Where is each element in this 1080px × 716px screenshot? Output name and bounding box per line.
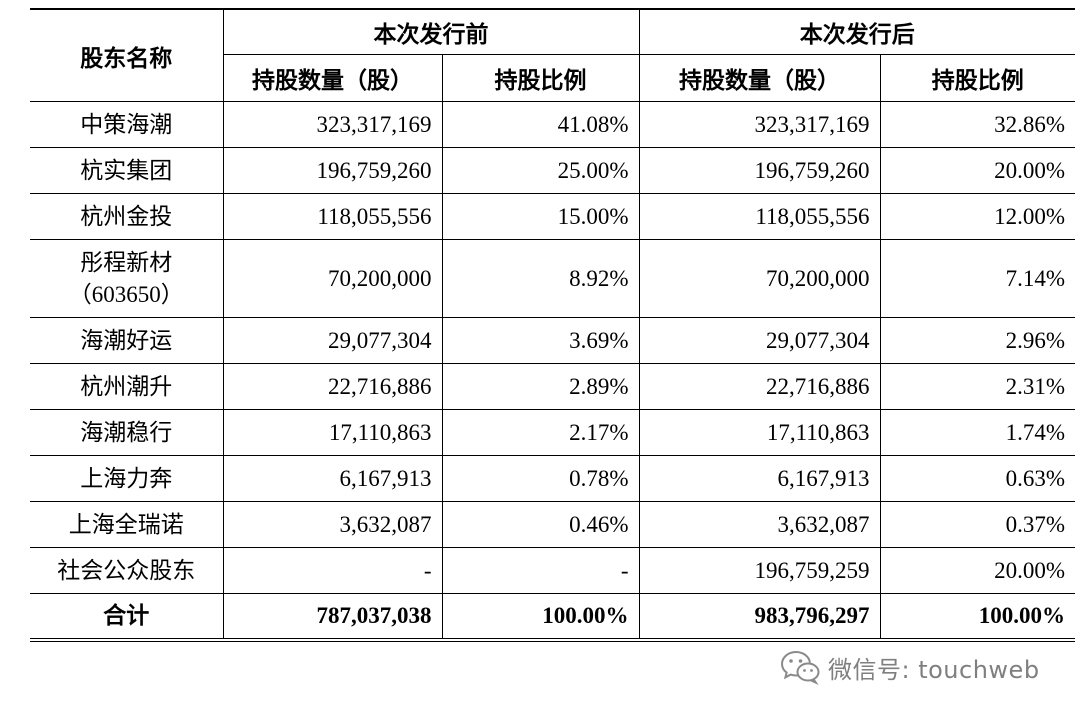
table-row: 杭实集团 196,759,260 25.00% 196,759,260 20.0… <box>30 147 1075 194</box>
table-row: 上海力奔 6,167,913 0.78% 6,167,913 0.63% <box>30 455 1075 502</box>
shares-after: 118,055,556 <box>638 193 881 240</box>
shareholder-name: 海潮稳行 <box>30 409 224 456</box>
table-row: 杭州潮升 22,716,886 2.89% 22,716,886 2.31% <box>30 363 1075 410</box>
table-row: 彤程新材 （603650） 70,200,000 8.92% 70,200,00… <box>30 239 1075 318</box>
ratio-after: 20.00% <box>879 547 1075 594</box>
header-row-groups: 股东名称 本次发行前 本次发行后 <box>30 8 1075 102</box>
header-shareholder-name: 股东名称 <box>30 8 224 102</box>
ratio-before: 2.89% <box>441 363 640 410</box>
shareholding-table: 股东名称 本次发行前 本次发行后 持股数量（股） 持股比例 持股数量（股） 持股… <box>30 8 1075 642</box>
ratio-after: 20.00% <box>879 147 1075 194</box>
subheader-ratio-after: 持股比例 <box>879 54 1075 102</box>
ratio-before: 0.46% <box>441 501 640 548</box>
shares-after: 3,632,087 <box>638 501 881 548</box>
shares-before: 70,200,000 <box>222 239 443 318</box>
shareholder-name: 社会公众股东 <box>30 547 224 594</box>
shares-after: 17,110,863 <box>638 409 881 456</box>
ratio-after: 32.86% <box>879 101 1075 148</box>
shareholder-name: 上海力奔 <box>30 455 224 502</box>
shareholder-name: 海潮好运 <box>30 317 224 364</box>
ratio-before: 15.00% <box>441 193 640 240</box>
shareholder-name: 中策海潮 <box>30 101 224 148</box>
ratio-after: 7.14% <box>879 239 1075 318</box>
wechat-icon <box>780 649 820 686</box>
total-label: 合计 <box>30 593 224 642</box>
total-shares-before: 787,037,038 <box>222 593 443 642</box>
ratio-before: - <box>441 547 640 594</box>
shareholder-name: 杭州金投 <box>30 193 224 240</box>
total-row: 合计 787,037,038 100.00% 983,796,297 100.0… <box>30 593 1075 642</box>
subheader-shares-before: 持股数量（股） <box>222 54 443 102</box>
shares-before: 22,716,886 <box>222 363 443 410</box>
shares-after: 6,167,913 <box>638 455 881 502</box>
header-row-columns: 持股数量（股） 持股比例 持股数量（股） 持股比例 <box>30 54 1075 102</box>
shares-before: 6,167,913 <box>222 455 443 502</box>
shares-before: 17,110,863 <box>222 409 443 456</box>
table-row: 海潮稳行 17,110,863 2.17% 17,110,863 1.74% <box>30 409 1075 456</box>
table-row: 中策海潮 323,317,169 41.08% 323,317,169 32.8… <box>30 101 1075 148</box>
ratio-before: 25.00% <box>441 147 640 194</box>
shares-after: 323,317,169 <box>638 101 881 148</box>
shares-after: 70,200,000 <box>638 239 881 318</box>
shares-after: 196,759,259 <box>638 547 881 594</box>
shares-before: 118,055,556 <box>222 193 443 240</box>
ratio-after: 1.74% <box>879 409 1075 456</box>
ratio-after: 0.37% <box>879 501 1075 548</box>
shares-before: 323,317,169 <box>222 101 443 148</box>
ratio-before: 0.78% <box>441 455 640 502</box>
shareholder-name: 杭州潮升 <box>30 363 224 410</box>
ratio-after: 2.96% <box>879 317 1075 364</box>
wechat-watermark: 微信号: touchweb <box>780 646 1040 688</box>
table-row: 海潮好运 29,077,304 3.69% 29,077,304 2.96% <box>30 317 1075 364</box>
ratio-after: 0.63% <box>879 455 1075 502</box>
ratio-before: 3.69% <box>441 317 640 364</box>
shares-before: 196,759,260 <box>222 147 443 194</box>
total-ratio-before: 100.00% <box>441 593 640 642</box>
shares-before: 29,077,304 <box>222 317 443 364</box>
subheader-ratio-before: 持股比例 <box>441 54 640 102</box>
shareholder-name: 杭实集团 <box>30 147 224 194</box>
shares-before: 3,632,087 <box>222 501 443 548</box>
total-shares-after: 983,796,297 <box>638 593 881 642</box>
subheader-shares-after: 持股数量（股） <box>638 54 881 102</box>
shares-after: 22,716,886 <box>638 363 881 410</box>
total-ratio-after: 100.00% <box>879 593 1075 642</box>
header-before-issuance: 本次发行前 <box>222 8 640 55</box>
watermark-text: 微信号: touchweb <box>828 655 1040 684</box>
shares-after: 29,077,304 <box>638 317 881 364</box>
ratio-before: 41.08% <box>441 101 640 148</box>
table-row: 上海全瑞诺 3,632,087 0.46% 3,632,087 0.37% <box>30 501 1075 548</box>
header-after-issuance: 本次发行后 <box>638 8 1075 55</box>
shareholder-name: 彤程新材 （603650） <box>30 239 224 318</box>
shares-after: 196,759,260 <box>638 147 881 194</box>
ratio-after: 2.31% <box>879 363 1075 410</box>
ratio-after: 12.00% <box>879 193 1075 240</box>
shares-before: - <box>222 547 443 594</box>
ratio-before: 8.92% <box>441 239 640 318</box>
table-row: 杭州金投 118,055,556 15.00% 118,055,556 12.0… <box>30 193 1075 240</box>
ratio-before: 2.17% <box>441 409 640 456</box>
shareholder-name: 上海全瑞诺 <box>30 501 224 548</box>
table-row: 社会公众股东 - - 196,759,259 20.00% <box>30 547 1075 594</box>
